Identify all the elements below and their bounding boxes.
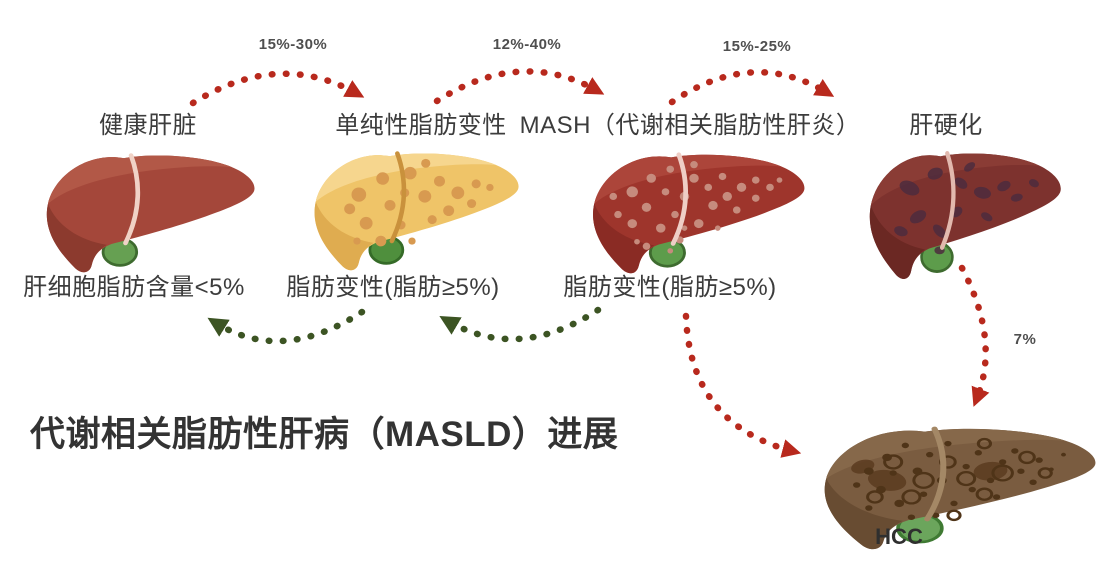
descriptor-healthy: 肝细胞脂肪含量<5% bbox=[23, 274, 245, 301]
arrow-steatosis-to-healthy bbox=[207, 308, 366, 345]
hcc-label: HCC bbox=[875, 524, 923, 549]
mash-liver-illustration bbox=[580, 142, 808, 278]
descriptor-steatosis: 脂肪变性(脂肪≥5%) bbox=[286, 274, 500, 301]
arrow-cirrhosis-to-hcc bbox=[958, 264, 990, 407]
arrow-mash-to-cirrhosis bbox=[668, 69, 835, 106]
stage-label-healthy: 健康肝脏 bbox=[99, 112, 197, 139]
rate-steatosis-to-mash: 12%-40% bbox=[492, 36, 562, 53]
arrow-mash-to-steatosis bbox=[439, 306, 602, 343]
stage-label-mash: MASH（代谢相关脂肪性肝炎） bbox=[519, 112, 861, 139]
arrow-steatosis-to-mash bbox=[433, 68, 605, 105]
stage-label-cirrhosis: 肝硬化 bbox=[909, 112, 983, 139]
descriptor-mash: 脂肪变性(脂肪≥5%) bbox=[563, 274, 777, 301]
rate-cirrhosis-to-hcc: 7% bbox=[1013, 331, 1037, 348]
hcc-liver-illustration bbox=[808, 416, 1100, 554]
diagram-title: 代谢相关脂肪性肝病（MASLD）进展 bbox=[30, 415, 619, 454]
rate-mash-to-cirrhosis: 15%-25% bbox=[722, 38, 792, 55]
arrow-mash-to-hcc bbox=[682, 312, 802, 458]
cirrhosis-liver-illustration bbox=[858, 140, 1064, 284]
rate-healthy-to-steatosis: 15%-30% bbox=[258, 36, 328, 53]
steatosis-liver-illustration bbox=[302, 141, 522, 275]
arrow-healthy-to-steatosis bbox=[189, 70, 365, 107]
healthy-liver-illustration bbox=[34, 143, 258, 277]
stage-label-steatosis: 单纯性脂肪变性 bbox=[335, 112, 507, 139]
